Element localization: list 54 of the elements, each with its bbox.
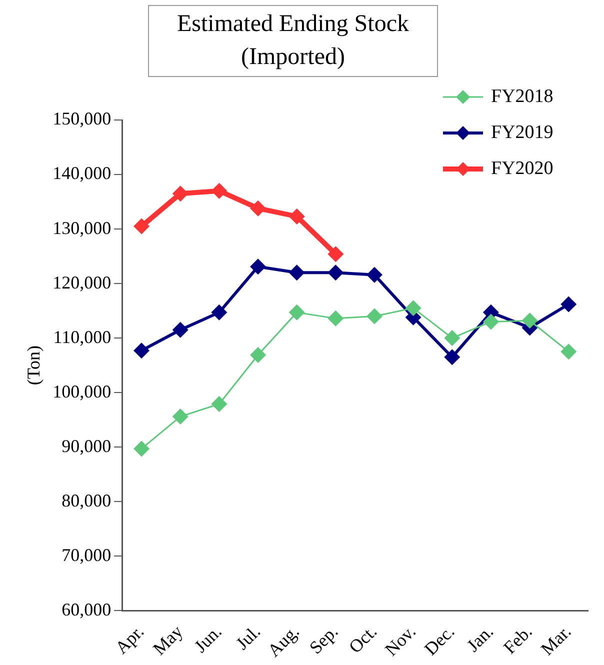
- point: [250, 200, 266, 216]
- x-tick-label: Oct.: [344, 621, 381, 658]
- point: [288, 208, 305, 224]
- point: [522, 312, 538, 329]
- y-tick-label: 100,000: [52, 381, 112, 402]
- y-tick-label: 120,000: [52, 272, 112, 292]
- point: [482, 314, 499, 330]
- point: [250, 258, 266, 275]
- point: [250, 346, 266, 363]
- point: [172, 186, 188, 202]
- y-tick-label: 80,000: [62, 490, 112, 510]
- y-tick-label: 110,000: [53, 326, 112, 347]
- point: [211, 304, 228, 320]
- x-tick-label: May: [149, 621, 187, 659]
- x-tick-label: Sep.: [305, 621, 342, 658]
- point: [134, 342, 150, 359]
- y-tick-label: 140,000: [52, 163, 112, 184]
- point: [211, 396, 228, 412]
- point: [328, 310, 344, 326]
- point: [134, 440, 150, 457]
- legend-label: FY2019: [491, 122, 554, 143]
- point: [328, 246, 344, 262]
- y-tick-label: 150,000: [52, 108, 112, 129]
- point: [288, 264, 305, 281]
- point: [560, 344, 577, 360]
- point: [366, 266, 382, 283]
- point: [172, 408, 188, 425]
- point: [405, 300, 422, 316]
- x-tick-label: Jul.: [232, 621, 264, 654]
- x-tick-label: Apr.: [111, 621, 148, 658]
- point: [328, 264, 344, 281]
- point: [560, 296, 577, 312]
- x-tick-label: Dec.: [420, 621, 458, 660]
- y-tick-label: 70,000: [62, 544, 112, 565]
- legend-label: FY2020: [491, 158, 554, 179]
- y-tick-label: 60,000: [62, 599, 112, 620]
- x-tick-label: Aug.: [264, 621, 303, 661]
- x-tick-label: Mar.: [536, 621, 575, 660]
- y-axis-title: (Ton): [24, 345, 44, 386]
- point: [444, 330, 460, 346]
- x-tick-label: Jun.: [190, 621, 226, 656]
- x-tick-label: Feb.: [500, 621, 536, 658]
- point: [134, 218, 150, 234]
- y-tick-label: 130,000: [52, 218, 112, 238]
- legend-label: FY2018: [491, 86, 554, 107]
- chart-title: Estimated Ending Stock (Imported): [148, 5, 438, 77]
- point: [444, 349, 460, 366]
- y-tick-label: 90,000: [62, 436, 112, 456]
- point: [211, 182, 228, 199]
- x-tick-label: Nov.: [381, 621, 420, 660]
- point: [288, 304, 305, 320]
- point: [366, 308, 382, 324]
- x-tick-label: Jan.: [462, 621, 498, 656]
- point: [172, 322, 188, 338]
